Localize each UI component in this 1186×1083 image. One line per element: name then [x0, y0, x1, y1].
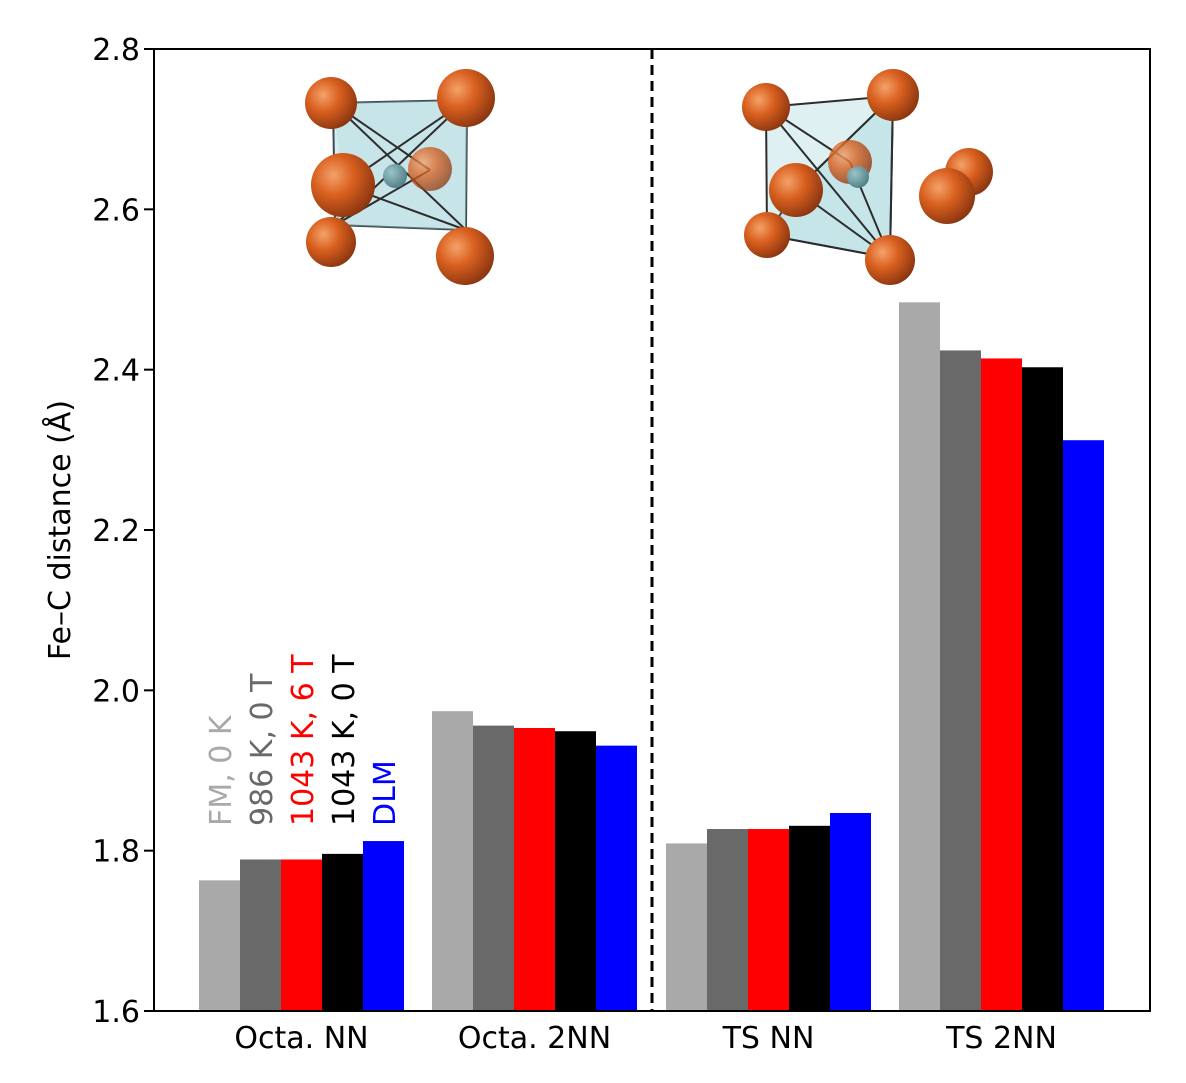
bar-octa-2nn-1043-k-0-t [555, 731, 596, 1011]
y-tick-label: 1.8 [92, 835, 140, 870]
y-axis: 1.6 1.8 2.0 2.2 2.4 2.6 2.8 [92, 33, 154, 1030]
legend-entry: 1043 K, 0 T [327, 654, 362, 826]
bar-ts-2nn-1043-k-0-t [1022, 367, 1063, 1011]
bar-octa-2nn-fm-0-k [432, 711, 473, 1011]
bar-ts-nn-1043-k-6-t [748, 829, 789, 1011]
x-axis: Octa. NN Octa. 2NN TS NN TS 2NN [234, 1021, 1057, 1056]
bar-octa-2nn-1043-k-6-t [514, 728, 555, 1011]
bar-ts-2nn-1043-k-6-t [981, 358, 1022, 1011]
inset-octahedral-cluster [305, 69, 495, 285]
legend-entry: FM, 0 K [204, 714, 239, 826]
bar-ts-nn-fm-0-k [666, 843, 707, 1011]
bar-octa-nn-dlm [363, 841, 404, 1011]
y-tick-label: 2.2 [92, 514, 140, 549]
bar-ts-nn-1043-k-0-t [789, 825, 830, 1011]
y-tick-label: 2.8 [92, 33, 140, 68]
y-tick-label: 2.6 [92, 193, 140, 228]
x-tick-label: TS 2NN [945, 1021, 1057, 1056]
x-tick-label: TS NN [722, 1021, 815, 1056]
bar-ts-nn-986-k-0-t [707, 829, 748, 1011]
bar-ts-2nn-fm-0-k [899, 302, 940, 1011]
bar-ts-2nn-dlm [1063, 440, 1104, 1011]
y-tick-label: 1.6 [92, 995, 140, 1030]
legend-entry: 986 K, 0 T [245, 673, 280, 826]
y-tick-label: 2.0 [92, 674, 140, 709]
x-tick-label: Octa. NN [234, 1021, 368, 1056]
bar-octa-nn-986-k-0-t [240, 859, 281, 1011]
x-tick-label: Octa. 2NN [458, 1021, 611, 1056]
y-tick-label: 2.4 [92, 354, 140, 389]
bar-octa-nn-fm-0-k [199, 880, 240, 1011]
inset-transition-state-cluster [742, 69, 993, 285]
y-axis-label: Fe–C distance (Å) [42, 400, 78, 660]
bar-ts-nn-dlm [830, 812, 871, 1011]
bar-ts-2nn-986-k-0-t [940, 350, 981, 1012]
legend-entry: DLM [368, 760, 403, 826]
bars-layer [199, 302, 1104, 1012]
bar-octa-2nn-986-k-0-t [473, 725, 514, 1011]
bar-octa-nn-1043-k-6-t [281, 859, 322, 1011]
bar-octa-2nn-dlm [596, 745, 637, 1011]
legend-entry: 1043 K, 6 T [286, 654, 321, 826]
bar-octa-nn-1043-k-0-t [322, 853, 363, 1011]
